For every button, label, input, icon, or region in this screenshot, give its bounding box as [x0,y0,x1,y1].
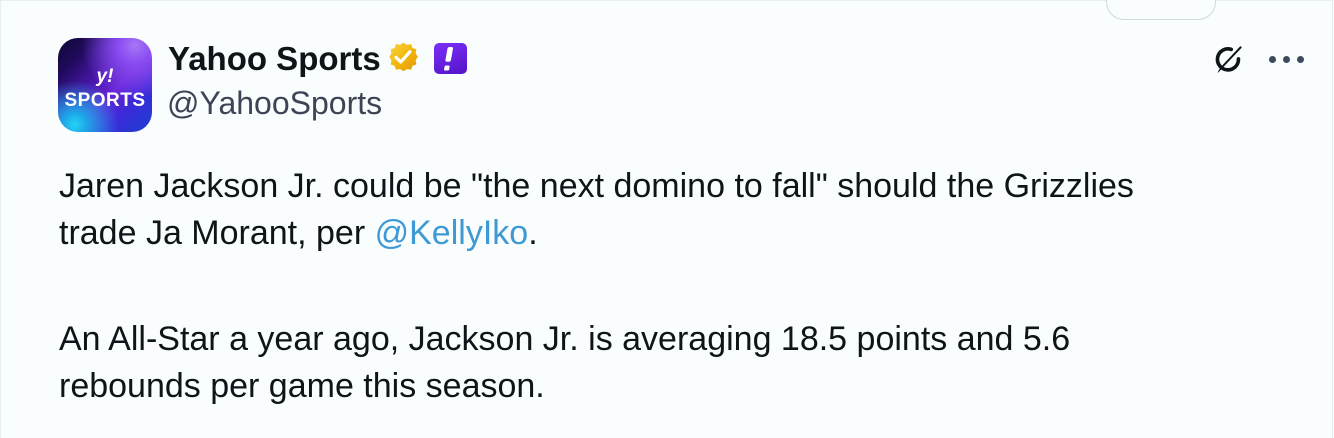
svg-text:SPORTS: SPORTS [64,90,145,111]
svg-text:y!: y! [96,66,114,87]
